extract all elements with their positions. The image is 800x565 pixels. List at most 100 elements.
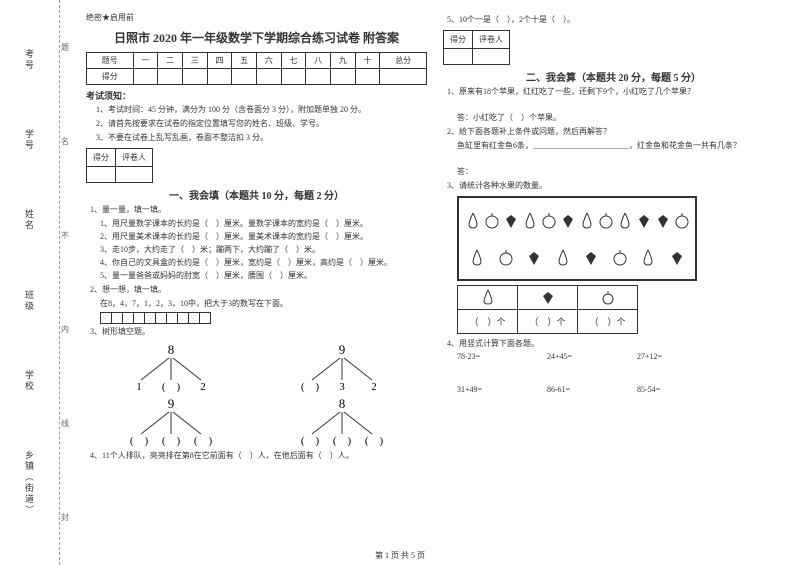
- fruit-counting-image: [457, 196, 697, 281]
- strawberry-icon: [502, 211, 520, 229]
- table-cell: 四: [207, 53, 232, 69]
- score-box-cell: 评卷人: [473, 31, 510, 49]
- question: 1、量一量，填一填。: [90, 204, 427, 216]
- table-cell: （ ）个: [578, 310, 638, 334]
- sidebar-label: 班级: [23, 290, 36, 312]
- calc-item: 86-61=: [547, 385, 637, 394]
- table-cell: 二: [158, 53, 183, 69]
- pear-icon: [616, 211, 634, 229]
- pear-icon: [578, 211, 596, 229]
- table-cell: 总分: [380, 53, 427, 69]
- score-box-cell: 得分: [444, 31, 473, 49]
- table-row: [458, 286, 638, 310]
- svg-text:2: 2: [371, 381, 377, 392]
- table-cell: 十: [355, 53, 380, 69]
- fold-mark: 内: [61, 324, 69, 335]
- fold-mark: 封: [61, 512, 69, 523]
- section-score-box: 得分评卷人: [86, 148, 153, 183]
- svg-text:( ): ( ): [162, 435, 181, 446]
- sidebar-label: 学号: [23, 129, 36, 151]
- calc-row: 31+49= 86-61= 85-54=: [457, 385, 784, 394]
- strawberry-icon: [668, 248, 686, 266]
- svg-text:8: 8: [168, 342, 175, 357]
- pear-icon: [521, 211, 539, 229]
- tree-diagram: 81( )2: [121, 342, 221, 392]
- sidebar-label: 姓名: [23, 209, 36, 231]
- sidebar-label: 考号: [23, 49, 36, 71]
- question: 2、想一想，填一填。: [90, 284, 427, 296]
- question: 4、11个人排队，亮亮排在第8在它前面有（ ）人，在他后面有（ ）人。: [90, 450, 427, 462]
- apple-icon: [540, 211, 558, 229]
- svg-text:( ): ( ): [365, 435, 384, 446]
- section-2-title: 二、我会算（本题共 20 分，每题 5 分）: [443, 69, 784, 84]
- fold-marks: 题 名 不 内 线 封: [60, 0, 70, 565]
- table-cell: 五: [232, 53, 257, 69]
- svg-text:8: 8: [339, 396, 346, 411]
- fold-mark: 名: [61, 136, 69, 147]
- answer-line: 答：: [457, 166, 784, 178]
- calc-row: 78-23= 24+45= 27+12=: [457, 352, 784, 361]
- fold-mark: 题: [61, 42, 69, 53]
- pear-icon: [639, 248, 657, 266]
- svg-text:( ): ( ): [194, 435, 213, 446]
- apple-icon: [483, 211, 501, 229]
- score-box-cell: 评卷人: [116, 149, 153, 167]
- fold-mark: 不: [61, 230, 69, 241]
- svg-text:9: 9: [339, 342, 346, 357]
- tree-diagram-row: 81( )2 9( )32: [86, 342, 427, 392]
- calc-item: 24+45=: [547, 352, 637, 361]
- page-footer: 第 1 页 共 5 页: [0, 550, 800, 561]
- strawberry-icon: [582, 248, 600, 266]
- content-area: 绝密★启用前 日照市 2020 年一年级数学下学期综合练习试卷 附答案 题号 一…: [70, 0, 800, 565]
- apple-icon: [611, 248, 629, 266]
- table-cell: 九: [330, 53, 355, 69]
- fruit-count-table: （ ）个 （ ）个 （ ）个: [457, 285, 638, 334]
- sub-question: 1、用尺量数学课本的长约是（ ）厘米。量数学课本的宽约是（ ）厘米。: [100, 218, 427, 230]
- svg-text:( ): ( ): [162, 381, 181, 392]
- calc-item: 85-54=: [637, 385, 727, 394]
- pear-icon: [554, 248, 572, 266]
- table-cell: [518, 286, 578, 310]
- svg-text:( ): ( ): [301, 435, 320, 446]
- instruction-item: 1、考试时间：45 分钟，满分为 100 分（含卷面分 3 分），附加题单独 2…: [96, 104, 427, 116]
- table-cell: [578, 286, 638, 310]
- svg-text:3: 3: [339, 381, 345, 392]
- question: 3、树形填空题。: [90, 326, 427, 338]
- sub-question: 3、走10步，大约走了（ ）米；蹦两下，大约蹦了（ ）米。: [100, 244, 427, 256]
- question: 2、给下面各题补上条件或问题，然后再解答？: [447, 126, 784, 138]
- answer-line: 答：小红吃了（ ）个苹果。: [457, 112, 784, 124]
- strawberry-icon: [540, 289, 556, 305]
- table-cell: 七: [281, 53, 306, 69]
- svg-text:( ): ( ): [130, 435, 149, 446]
- calc-item: 27+12=: [637, 352, 727, 361]
- instruction-item: 2、请首先按要求在试卷的指定位置填写您的姓名、班级、学号。: [96, 118, 427, 130]
- sidebar-label: 学校: [23, 370, 36, 392]
- secret-label: 绝密★启用前: [86, 12, 427, 23]
- strawberry-icon: [654, 211, 672, 229]
- score-box-cell: 得分: [87, 149, 116, 167]
- table-row: 题号 一 二 三 四 五 六 七 八 九 十 总分: [87, 53, 427, 69]
- svg-text:9: 9: [168, 396, 175, 411]
- table-cell: 三: [182, 53, 207, 69]
- sidebar-label: 乡镇（街道）: [23, 450, 36, 516]
- table-cell: 一: [133, 53, 158, 69]
- tree-diagram: 8( )( )( ): [292, 396, 392, 446]
- apple-icon: [497, 248, 515, 266]
- sub-question: 在8，4，7，1，2，3，10中，把大于3的数写在下面。: [100, 298, 427, 310]
- sub-question: 4、你自己的文具盒的长约是（ ）厘米，宽约是（ ）厘米，高约是（ ）厘米。: [100, 257, 427, 269]
- question: 5、10个一是（ ），2个十是（ ）。: [447, 14, 784, 26]
- pear-icon: [464, 211, 482, 229]
- section-1-title: 一、我会填（本题共 10 分，每题 2 分）: [86, 187, 427, 202]
- calc-item: 31+49=: [457, 385, 547, 394]
- table-cell: （ ）个: [458, 310, 518, 334]
- section-score-box: 得分评卷人: [443, 30, 510, 65]
- binding-sidebar: 考号 学号 姓名 班级 学校 乡镇（街道）: [0, 0, 60, 565]
- apple-icon: [673, 211, 691, 229]
- svg-text:( ): ( ): [301, 381, 320, 392]
- right-column: 5、10个一是（ ），2个十是（ ）。 得分评卷人 二、我会算（本题共 20 分…: [435, 12, 792, 545]
- question: 4、用竖式计算下面各题。: [447, 338, 784, 350]
- fold-mark: 线: [61, 418, 69, 429]
- left-column: 绝密★启用前 日照市 2020 年一年级数学下学期综合练习试卷 附答案 题号 一…: [78, 12, 435, 545]
- table-row: （ ）个 （ ）个 （ ）个: [458, 310, 638, 334]
- svg-text:2: 2: [201, 381, 207, 392]
